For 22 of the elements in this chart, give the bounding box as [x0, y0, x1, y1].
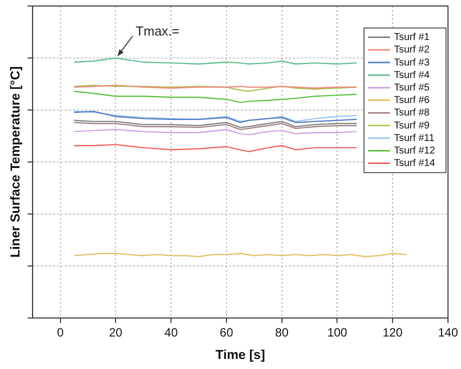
legend-label: Tsurf #9	[394, 120, 430, 132]
x-tick-label: 40	[164, 326, 178, 340]
x-tick-label: 20	[109, 326, 123, 340]
legend-label: Tsurf #2	[394, 44, 430, 56]
legend-label: Tsurf #4	[394, 70, 430, 81]
x-tick-label: 100	[327, 326, 348, 340]
legend-label: Tsurf #8	[394, 108, 430, 119]
x-tick-label: 0	[56, 326, 64, 340]
legend-label: Tsurf #11	[394, 132, 435, 144]
x-tick-label: 140	[438, 326, 458, 340]
legend-label: Tsurf #14	[394, 158, 436, 170]
x-tick-label: 120	[382, 326, 403, 340]
annotation: Tmax.=	[136, 24, 180, 39]
legend-label: Tsurf #5	[394, 82, 430, 94]
x-tick-label: 80	[275, 326, 289, 340]
y-axis-title: Liner Surface Temperature [°C]	[7, 66, 22, 258]
x-tick-label: 60	[220, 326, 234, 340]
x-axis-title: Time [s]	[215, 346, 266, 362]
legend-label: Tsurf #12	[394, 145, 436, 156]
legend-label: Tsurf #6	[394, 95, 430, 106]
legend-label: Tsurf #1	[394, 32, 430, 44]
legend-label: Tsurf #3	[394, 57, 430, 68]
